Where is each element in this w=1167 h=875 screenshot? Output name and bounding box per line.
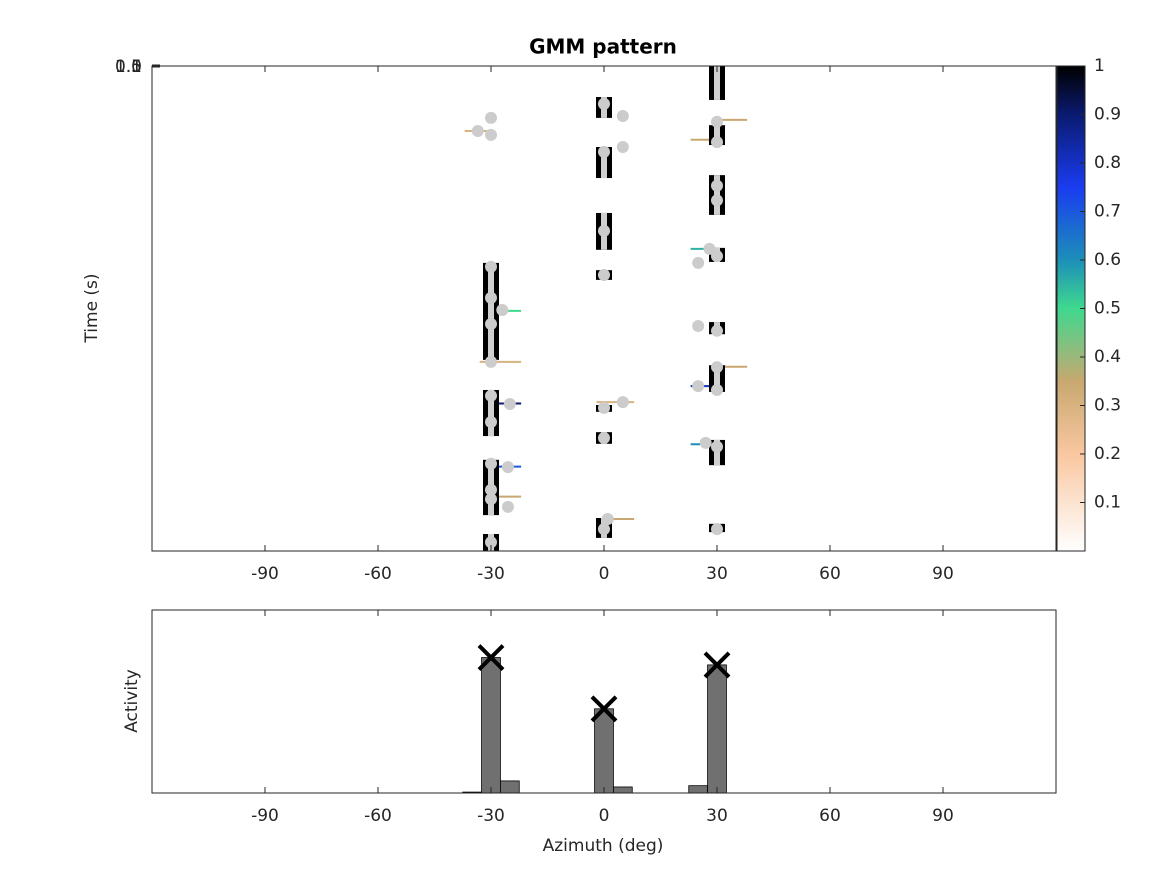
x-tick-label: -90: [251, 806, 279, 826]
bar: [500, 780, 520, 794]
point: [616, 396, 629, 409]
x-tick-label: 60: [819, 564, 841, 584]
point: [703, 242, 716, 255]
point: [601, 512, 614, 525]
colorbar-tick-label: 0.7: [1094, 202, 1121, 222]
point: [616, 140, 629, 153]
peak-marker: [477, 644, 505, 671]
colorbar-tick-label: 0.1: [1094, 493, 1121, 513]
track-core: [488, 262, 494, 360]
point: [711, 440, 723, 453]
x-tick-label: -30: [477, 564, 505, 584]
point: [711, 179, 723, 192]
x-tick-label: -60: [364, 564, 392, 584]
point: [503, 398, 516, 411]
x-axis-label: Azimuth (deg): [543, 836, 664, 856]
peak-marker: [703, 651, 731, 679]
colorbar-tick-label: 1: [1094, 56, 1105, 76]
colorbar-tick-label: 0.8: [1094, 153, 1121, 173]
point: [711, 250, 723, 263]
point: [598, 224, 610, 237]
point: [711, 324, 723, 337]
x-tick-label: 0: [599, 564, 610, 584]
x-tick-label: -30: [477, 806, 505, 826]
x-tick-label: -60: [364, 806, 392, 826]
track-core: [714, 365, 720, 392]
bar: [594, 708, 614, 794]
point: [711, 136, 723, 149]
x-tick-label: 30: [706, 564, 728, 584]
y-axis-label: Activity: [122, 669, 142, 733]
point: [598, 523, 610, 536]
peak-marker: [590, 695, 618, 723]
point: [485, 260, 497, 273]
bar: [688, 785, 708, 794]
point: [711, 361, 723, 374]
point: [711, 194, 723, 207]
colorbar-tick-label: 0.5: [1094, 299, 1121, 319]
point: [711, 383, 723, 396]
point: [711, 523, 723, 536]
point: [485, 355, 497, 368]
point: [711, 115, 723, 128]
point: [496, 303, 509, 316]
point: [692, 319, 705, 332]
point: [598, 431, 610, 444]
track-core: [601, 146, 607, 179]
chart-title: GMM pattern: [529, 35, 677, 59]
point: [485, 483, 497, 496]
x-tick-label: 0: [599, 806, 610, 826]
point: [501, 461, 514, 474]
y-tick-label: 1.5: [115, 57, 142, 77]
point: [598, 97, 610, 110]
track-core: [714, 125, 720, 146]
y-tick-label: 1: [131, 57, 142, 77]
point: [598, 269, 610, 282]
x-tick-label: -90: [251, 564, 279, 584]
colorbar-tick-label: 0.2: [1094, 444, 1121, 464]
point: [485, 389, 497, 402]
colorbar-tick-label: 0.9: [1094, 105, 1121, 125]
point: [485, 493, 497, 506]
point: [501, 500, 514, 513]
point: [692, 256, 705, 269]
point: [699, 436, 712, 449]
point: [616, 109, 629, 122]
x-tick-label: 60: [819, 806, 841, 826]
point: [471, 124, 484, 137]
colorbar-tick-label: 0.3: [1094, 396, 1121, 416]
point: [692, 380, 705, 393]
point: [485, 291, 497, 304]
point: [485, 111, 497, 124]
colorbar-tick-label: 0.6: [1094, 250, 1121, 270]
x-tick-label: 90: [932, 806, 954, 826]
y-tick-label: 0.5: [115, 57, 142, 77]
point: [485, 318, 497, 331]
track-core: [714, 66, 720, 100]
plot-frame: [151, 609, 1057, 794]
y-axis-label: Time (s): [82, 273, 102, 343]
point: [485, 457, 497, 470]
colorbar-tick-label: 0.4: [1094, 347, 1121, 367]
y-tick-label: 0: [131, 57, 142, 77]
x-tick-label: 90: [932, 564, 954, 584]
track-core: [488, 389, 494, 437]
point: [485, 415, 497, 428]
bar: [707, 664, 727, 794]
point: [485, 128, 497, 141]
bar: [613, 786, 633, 794]
plot-frame: [151, 65, 1057, 552]
point: [598, 145, 610, 158]
point: [485, 536, 497, 549]
bar: [481, 657, 501, 794]
x-tick-label: 30: [706, 806, 728, 826]
point: [598, 401, 610, 414]
